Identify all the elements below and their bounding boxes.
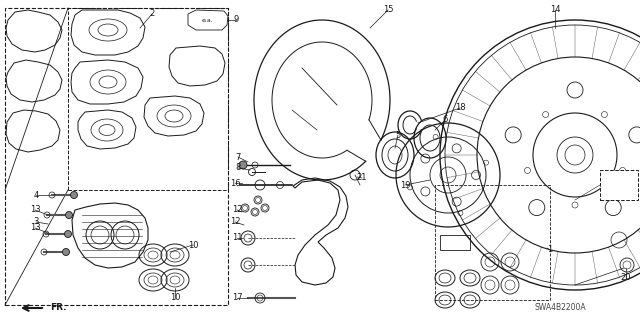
Text: 14: 14	[550, 5, 560, 14]
Text: 3: 3	[33, 218, 38, 226]
Text: SWA4B2200A: SWA4B2200A	[534, 303, 586, 313]
Text: 13: 13	[29, 224, 40, 233]
Text: 10: 10	[170, 293, 180, 302]
Bar	[440, 235, 470, 250]
Bar	[5, 8, 228, 305]
Text: 18: 18	[454, 103, 465, 113]
Circle shape	[65, 211, 72, 219]
Text: 4: 4	[33, 190, 38, 199]
Text: 7: 7	[236, 152, 241, 161]
Text: 6: 6	[442, 115, 448, 124]
Text: 10: 10	[188, 241, 198, 249]
Circle shape	[239, 161, 247, 169]
Text: 13: 13	[29, 205, 40, 214]
Text: 16: 16	[230, 179, 240, 188]
Text: 20: 20	[621, 273, 631, 283]
Text: 15: 15	[383, 5, 393, 14]
Text: 1: 1	[547, 246, 552, 255]
Bar	[435, 185, 550, 300]
Text: 21: 21	[356, 174, 367, 182]
Text: 8: 8	[236, 164, 241, 173]
Bar	[600, 170, 638, 200]
Text: 11: 11	[232, 234, 243, 242]
Circle shape	[70, 191, 77, 198]
Text: B-21: B-21	[608, 176, 630, 185]
Text: 2: 2	[149, 10, 155, 19]
Circle shape	[63, 249, 70, 256]
Text: 12: 12	[230, 218, 240, 226]
Text: 17: 17	[232, 293, 243, 302]
Text: 12: 12	[232, 205, 243, 214]
Circle shape	[65, 231, 72, 238]
Text: 19: 19	[400, 181, 410, 189]
Text: 9: 9	[234, 16, 239, 25]
Bar	[68, 8, 228, 190]
Text: 5: 5	[396, 130, 401, 139]
Text: e.a.: e.a.	[202, 18, 214, 23]
Text: FR.: FR.	[50, 303, 67, 313]
